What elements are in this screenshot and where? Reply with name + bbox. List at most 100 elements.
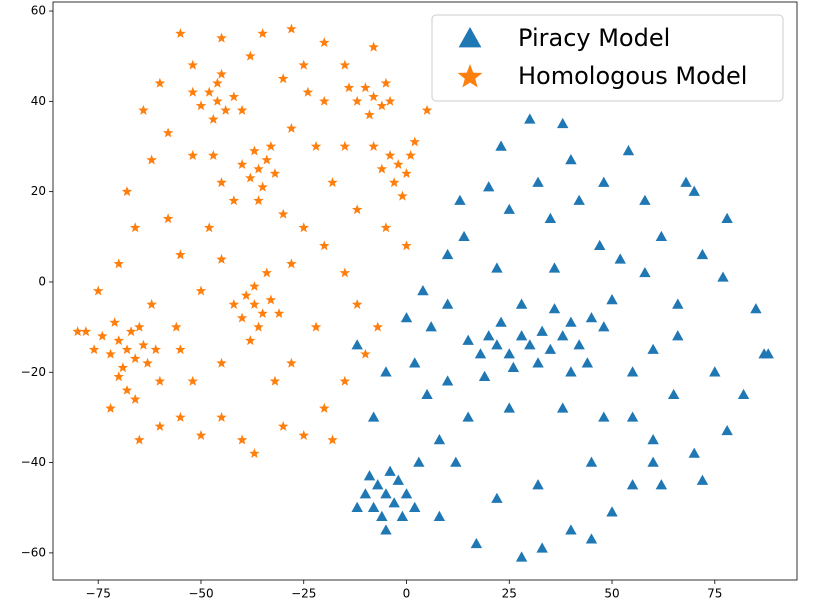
point	[351, 204, 363, 215]
point	[265, 294, 277, 305]
point	[565, 366, 577, 377]
point	[614, 253, 626, 264]
point	[113, 258, 124, 269]
point	[216, 357, 227, 368]
point	[515, 551, 528, 562]
point	[175, 411, 186, 422]
point	[216, 253, 227, 264]
point	[393, 159, 404, 170]
point	[368, 141, 379, 151]
point	[372, 321, 383, 332]
point	[639, 266, 651, 278]
point	[150, 344, 161, 355]
point	[421, 388, 433, 400]
point	[269, 375, 281, 386]
point	[72, 326, 83, 337]
point	[310, 141, 322, 151]
y-tick-label: 0	[38, 274, 46, 288]
point	[117, 362, 129, 373]
point	[585, 312, 598, 323]
point	[396, 510, 409, 521]
x-tick-label: −75	[86, 587, 111, 601]
point	[376, 100, 388, 111]
point	[249, 299, 260, 309]
point	[187, 375, 198, 386]
point	[405, 150, 416, 160]
point	[388, 177, 400, 188]
point	[236, 434, 248, 445]
point	[257, 181, 268, 192]
point	[598, 176, 610, 187]
point	[265, 141, 277, 151]
point	[212, 77, 223, 88]
point	[339, 141, 351, 151]
point	[425, 321, 437, 332]
point	[249, 280, 260, 291]
point	[113, 335, 124, 346]
point	[319, 402, 330, 413]
point	[717, 271, 729, 282]
point	[80, 326, 92, 337]
point	[236, 312, 248, 323]
y-tick-label: 40	[31, 94, 46, 108]
point	[195, 430, 207, 440]
point	[134, 321, 145, 332]
point	[228, 299, 240, 309]
point	[380, 366, 392, 377]
point	[310, 321, 322, 332]
point	[203, 86, 215, 97]
point	[298, 430, 309, 440]
point	[319, 240, 330, 251]
point	[413, 456, 425, 467]
point	[503, 203, 515, 214]
point	[154, 375, 166, 386]
point	[208, 113, 219, 124]
point	[454, 194, 466, 205]
point	[667, 388, 680, 400]
point	[478, 370, 491, 381]
point	[655, 479, 668, 490]
point	[515, 330, 528, 341]
point	[245, 172, 256, 183]
point	[565, 316, 577, 327]
point	[129, 222, 141, 233]
point	[397, 190, 408, 201]
point	[409, 357, 421, 368]
point	[216, 68, 227, 79]
point	[327, 177, 338, 188]
point	[286, 258, 297, 269]
point	[495, 140, 507, 151]
point	[351, 339, 363, 350]
point	[380, 524, 392, 535]
point	[286, 23, 297, 34]
point	[351, 299, 363, 309]
point	[253, 195, 264, 206]
point	[319, 37, 330, 48]
point	[171, 321, 182, 332]
point	[257, 28, 268, 39]
point	[688, 447, 700, 458]
point	[368, 41, 379, 52]
point	[441, 375, 454, 386]
point	[515, 298, 528, 309]
point	[88, 344, 100, 355]
point	[491, 262, 503, 273]
point	[483, 181, 495, 192]
y-tick-label: −40	[21, 455, 46, 469]
point	[367, 501, 380, 512]
point	[565, 524, 577, 535]
x-tick-label: 0	[403, 587, 411, 601]
point	[376, 163, 388, 174]
point	[351, 501, 363, 512]
point	[626, 411, 639, 422]
point	[162, 127, 174, 138]
series-star	[72, 23, 433, 459]
point	[581, 357, 594, 368]
point	[253, 163, 264, 174]
point	[175, 28, 186, 39]
point	[462, 411, 474, 422]
x-tick-label: −25	[291, 587, 316, 601]
point	[433, 510, 446, 521]
point	[483, 330, 495, 341]
point	[647, 456, 659, 467]
